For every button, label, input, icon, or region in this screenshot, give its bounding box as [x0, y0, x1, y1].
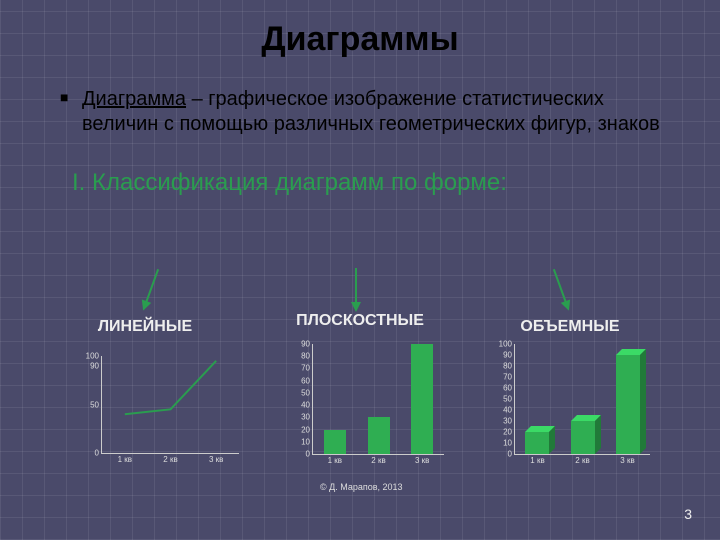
arrow-2 — [355, 268, 357, 310]
bar-3d — [525, 432, 549, 454]
bar — [411, 344, 433, 454]
arrow-1 — [143, 269, 159, 309]
bar-3d — [616, 355, 640, 454]
charts-row: ЛИНЕЙНЫЕ ПЛОСКОСТНЫЕ ОБЪЕМНЫЕ 050901001 … — [0, 260, 720, 520]
ytick: 20 — [301, 425, 313, 434]
ytick: 100 — [499, 340, 515, 349]
ytick: 0 — [95, 449, 102, 458]
ytick: 70 — [503, 373, 515, 382]
ytick: 90 — [301, 340, 313, 349]
line-chart: 0 50 90100 1 кв 2 кв 3 кв — [75, 350, 245, 470]
ytick: 60 — [503, 384, 515, 393]
ytick: 30 — [301, 413, 313, 422]
ytick: 80 — [503, 362, 515, 371]
xtick: 3 кв — [209, 453, 223, 464]
xtick: 2 кв — [371, 454, 385, 465]
page-number: 3 — [684, 506, 692, 522]
volume-bar-chart: 0 10 20 30 40 50 60 70 80 90 100 1 кв 2 кв 3 кв — [490, 338, 660, 473]
section-subtitle: I. Классификация диаграмм по форме: — [72, 169, 720, 197]
flat-bar-chart: 0 10 20 30 40 50 60 70 80 90 1 кв 2 кв 3 кв — [290, 338, 450, 473]
arrow-3 — [553, 269, 569, 309]
xtick: 2 кв — [163, 453, 177, 464]
ytick: 0 — [306, 450, 313, 459]
ytick: 50 — [90, 400, 102, 409]
ytick: 10 — [503, 439, 515, 448]
ytick: 90 — [90, 361, 102, 370]
page-title: Диаграммы — [0, 0, 720, 59]
ytick: 40 — [503, 406, 515, 415]
xtick: 1 кв — [530, 454, 544, 465]
xtick: 1 кв — [328, 454, 342, 465]
label-volume: ОБЪЕМНЫЕ — [505, 318, 635, 336]
xtick: 1 кв — [118, 453, 132, 464]
ytick: 40 — [301, 401, 313, 410]
ytick: 90 — [503, 351, 515, 360]
xtick: 2 кв — [575, 454, 589, 465]
ytick: 100 — [86, 352, 102, 361]
vol-chart-plot: 01020304050607080901001 кв2 кв3 кв — [514, 344, 650, 455]
ytick: 50 — [301, 388, 313, 397]
ytick: 20 — [503, 428, 515, 437]
ytick: 70 — [301, 364, 313, 373]
bar — [324, 430, 346, 454]
definition-term: Диаграмма — [82, 88, 186, 110]
bar-3d — [571, 421, 595, 454]
ytick: 80 — [301, 352, 313, 361]
ytick: 10 — [301, 437, 313, 446]
line-chart-svg — [102, 356, 239, 453]
xtick: 3 кв — [620, 454, 634, 465]
ytick: 60 — [301, 376, 313, 385]
ytick: 30 — [503, 417, 515, 426]
ytick: 0 — [508, 450, 515, 459]
bar — [368, 417, 390, 454]
definition-block: Диаграмма – графическое изображение стат… — [60, 87, 670, 137]
label-flat: ПЛОСКОСТНЫЕ — [280, 312, 440, 330]
ytick: 50 — [503, 395, 515, 404]
xtick: 3 кв — [415, 454, 429, 465]
label-line: ЛИНЕЙНЫЕ — [80, 318, 210, 336]
flat-chart-plot: 01020304050607080901 кв2 кв3 кв — [312, 344, 444, 455]
copyright-text: © Д. Марапов, 2013 — [320, 482, 403, 492]
line-chart-plot: 050901001 кв2 кв3 кв — [101, 356, 239, 454]
